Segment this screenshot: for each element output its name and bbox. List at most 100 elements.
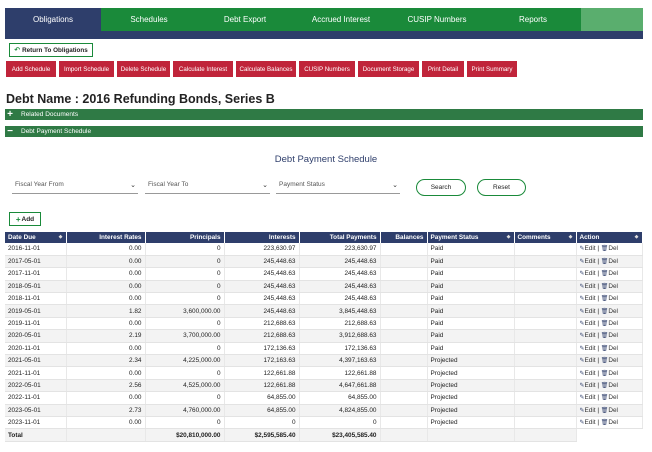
edit-link[interactable]: ✎Edit — [580, 258, 596, 265]
trash-icon: 🗑 — [600, 358, 609, 365]
delete-link[interactable]: 🗑Del — [601, 258, 618, 265]
edit-link[interactable]: ✎Edit — [580, 382, 596, 389]
cell-principal: 0 — [145, 416, 225, 430]
add-payment-button[interactable]: + Add — [9, 212, 41, 226]
cell-date: 2017-05-01 — [5, 255, 67, 269]
edit-link[interactable]: ✎Edit — [580, 320, 596, 327]
edit-icon: ✎ — [579, 259, 585, 266]
top-nav: Obligations Schedules Debt Export Accrue… — [5, 8, 643, 31]
edit-link[interactable]: ✎Edit — [580, 345, 596, 352]
calculate-interest-button[interactable]: Calculate Interest — [173, 61, 233, 77]
cell-action: ✎Edit | 🗑Del — [576, 379, 643, 393]
edit-link[interactable]: ✎Edit — [580, 357, 596, 364]
edit-link[interactable]: ✎Edit — [580, 332, 596, 339]
document-storage-button[interactable]: Document Storage — [358, 61, 419, 77]
import-schedule-button[interactable]: Import Schedule — [59, 61, 114, 77]
reset-button[interactable]: Reset — [477, 179, 526, 196]
cell-action: ✎Edit | 🗑Del — [576, 292, 643, 306]
cell-date: 2021-05-01 — [5, 354, 67, 368]
tab-debt-export[interactable]: Debt Export — [223, 15, 267, 24]
cell-rate: 0.00 — [66, 255, 146, 269]
delete-link[interactable]: 🗑Del — [601, 295, 618, 302]
col-payment-status[interactable]: Payment Status ◆ — [427, 232, 515, 243]
table-row: 2020-05-01 2.19 3,700,000.00 212,688.63 3,91… — [5, 329, 643, 343]
search-button[interactable]: Search — [416, 179, 466, 196]
cell-balance — [380, 379, 428, 393]
delete-link[interactable]: 🗑Del — [601, 407, 618, 414]
delete-link[interactable]: 🗑Del — [601, 245, 618, 252]
cell-principal: 3,600,000.00 — [145, 304, 225, 318]
del-label: Del — [608, 332, 618, 340]
tab-schedules[interactable]: Schedules — [130, 15, 168, 24]
trash-icon: 🗑 — [600, 321, 609, 328]
cell-date: 2022-05-01 — [5, 379, 67, 393]
fiscal-year-from-select[interactable]: Fiscal Year From ⌄ — [12, 176, 138, 194]
col-date-due[interactable]: Date Due ◆ — [5, 232, 67, 243]
col-principals[interactable]: Principals — [145, 232, 225, 243]
delete-link[interactable]: 🗑Del — [601, 394, 618, 401]
tab-obligations[interactable]: Obligations — [5, 8, 101, 31]
col-interest-rates[interactable]: Interest Rates — [66, 232, 146, 243]
fiscal-year-to-select[interactable]: Fiscal Year To ⌄ — [145, 176, 270, 194]
edit-icon: ✎ — [579, 333, 585, 340]
related-documents-toggle[interactable]: + Related Documents — [5, 109, 643, 120]
edit-link[interactable]: ✎Edit — [580, 407, 596, 414]
delete-link[interactable]: 🗑Del — [601, 320, 618, 327]
print-summary-button[interactable]: Print Summary — [467, 61, 517, 77]
col-balances[interactable]: Balances — [380, 232, 428, 243]
add-schedule-button[interactable]: Add Schedule — [6, 61, 56, 77]
edit-label: Edit — [584, 307, 596, 315]
cusip-numbers-button[interactable]: CUSIP Numbers — [299, 61, 355, 77]
delete-link[interactable]: 🗑Del — [601, 345, 618, 352]
edit-link[interactable]: ✎Edit — [580, 394, 596, 401]
del-label: Del — [608, 270, 618, 278]
print-detail-button[interactable]: Print Detail — [422, 61, 464, 77]
table-row: 2020-11-01 0.00 0 172,136.63 172,136.63 Paid ✎… — [5, 342, 643, 356]
col-comments[interactable]: Comments ◆ — [514, 232, 577, 243]
table-header-row: Date Due ◆ Interest Rates Principals Inte… — [5, 232, 643, 243]
edit-link[interactable]: ✎Edit — [580, 245, 596, 252]
delete-link[interactable]: 🗑Del — [601, 382, 618, 389]
cell-action: ✎Edit | 🗑Del — [576, 416, 643, 430]
col-total-payments[interactable]: Total Payments — [299, 232, 381, 243]
sort-icon: ◆ — [634, 234, 639, 240]
table-row: 2022-11-01 0.00 0 64,855.00 64,855.00 Project… — [5, 391, 643, 405]
edit-icon: ✎ — [579, 370, 585, 377]
cell-action: ✎Edit | 🗑Del — [576, 317, 643, 331]
calculate-balances-button[interactable]: Calculate Balances — [236, 61, 296, 77]
trash-icon: 🗑 — [600, 296, 609, 303]
edit-link[interactable]: ✎Edit — [580, 419, 596, 426]
edit-label: Edit — [584, 258, 596, 266]
cell-principal: 0 — [145, 280, 225, 294]
cell-interest: 212,688.63 — [224, 317, 300, 331]
edit-link[interactable]: ✎Edit — [580, 308, 596, 315]
delete-link[interactable]: 🗑Del — [601, 370, 618, 377]
edit-link[interactable]: ✎Edit — [580, 295, 596, 302]
cell-total: 245,448.63 — [299, 255, 381, 269]
payment-status-select[interactable]: Payment Status ⌄ — [276, 176, 400, 194]
tab-cusip-numbers[interactable]: CUSIP Numbers — [407, 15, 467, 24]
del-label: Del — [608, 406, 618, 414]
tab-accrued-interest[interactable]: Accrued Interest — [311, 15, 371, 24]
edit-link[interactable]: ✎Edit — [580, 370, 596, 377]
delete-link[interactable]: 🗑Del — [601, 419, 618, 426]
trash-icon: 🗑 — [600, 283, 609, 290]
edit-link[interactable]: ✎Edit — [580, 283, 596, 290]
delete-link[interactable]: 🗑Del — [601, 357, 618, 364]
cell-comments — [514, 354, 577, 368]
delete-link[interactable]: 🗑Del — [601, 332, 618, 339]
col-interests[interactable]: Interests — [224, 232, 300, 243]
cell-status: Paid — [427, 317, 515, 331]
delete-link[interactable]: 🗑Del — [601, 270, 618, 277]
edit-label: Edit — [584, 295, 596, 303]
cell-total: 3,912,688.63 — [299, 329, 381, 343]
tab-reports[interactable]: Reports — [518, 15, 547, 24]
debt-payment-schedule-toggle[interactable]: − Debt Payment Schedule — [5, 126, 643, 137]
edit-link[interactable]: ✎Edit — [580, 270, 596, 277]
delete-link[interactable]: 🗑Del — [601, 308, 618, 315]
delete-schedule-button[interactable]: Delete Schedule — [117, 61, 170, 77]
delete-link[interactable]: 🗑Del — [601, 283, 618, 290]
edit-label: Edit — [584, 245, 596, 253]
return-to-obligations-button[interactable]: ↶ Return To Obligations — [9, 43, 93, 57]
sort-icon: ◆ — [506, 234, 511, 240]
